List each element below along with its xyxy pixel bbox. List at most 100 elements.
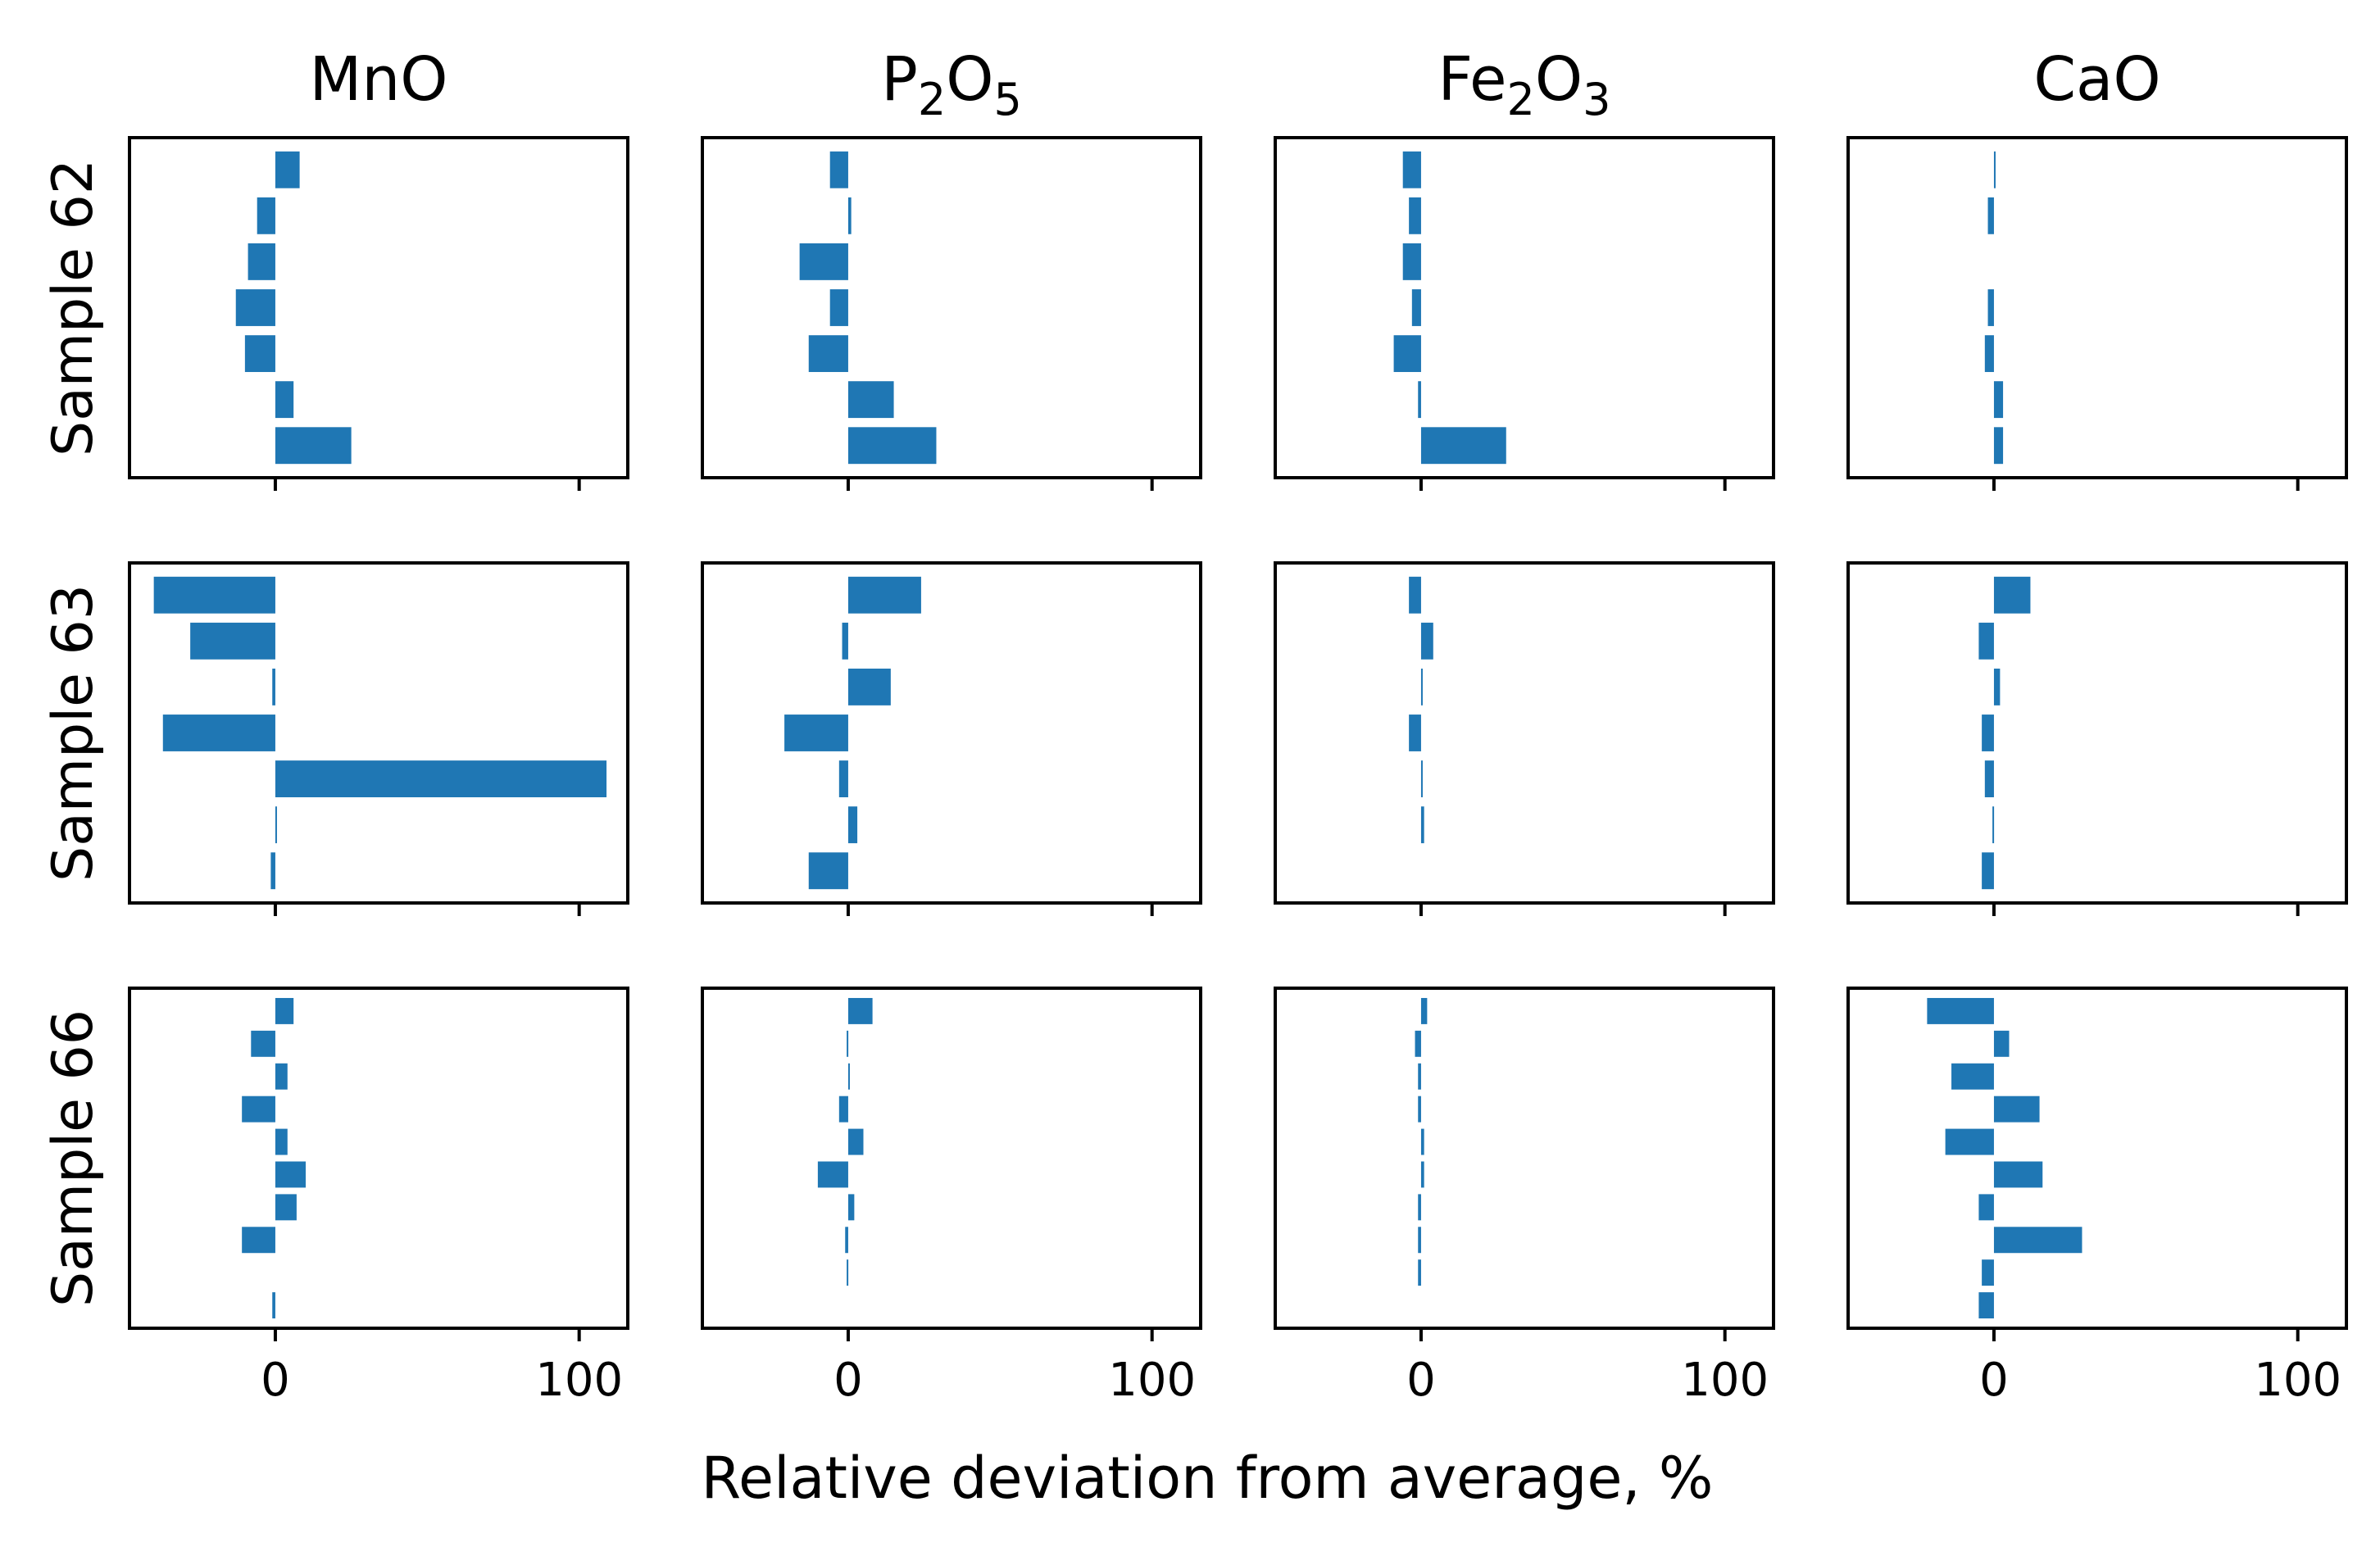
- panel-frame: [701, 561, 1202, 905]
- bar: [270, 852, 275, 890]
- bar: [275, 1161, 307, 1188]
- bar: [1418, 381, 1421, 419]
- bar: [275, 997, 294, 1024]
- bar: [275, 1128, 288, 1155]
- panel-frame: [128, 987, 629, 1330]
- bar: [1978, 622, 1994, 660]
- bar: [1402, 243, 1421, 280]
- panel-sample-62-cao: [1846, 136, 2348, 491]
- bar: [275, 381, 294, 419]
- bar: [1418, 1194, 1421, 1221]
- bar: [242, 1227, 275, 1254]
- panel-frame: [701, 136, 1202, 479]
- bar: [1418, 1096, 1421, 1123]
- bar: [1993, 668, 2001, 705]
- bar: [248, 243, 275, 280]
- panel-sample-63-mno: [128, 561, 629, 916]
- x-tick-label: 0: [833, 1354, 863, 1407]
- panel-sample-62-mno: [128, 136, 629, 491]
- panel-frame: [1274, 987, 1775, 1330]
- panel-sample-63-fe2o3: [1274, 561, 1775, 916]
- bar: [1982, 852, 1994, 890]
- panel-sample-63-p2o5: [701, 561, 1202, 916]
- bar: [808, 335, 848, 373]
- bar: [1993, 151, 1996, 188]
- panel-sample-62-fe2o3: [1274, 136, 1775, 491]
- bar: [272, 1292, 275, 1319]
- panel-sample-66-mno: 0 100: [128, 987, 629, 1407]
- bar: [275, 1063, 288, 1090]
- bar: [847, 997, 873, 1024]
- bar: [1409, 576, 1421, 614]
- x-tick-label: 100: [2254, 1354, 2341, 1407]
- bar: [1393, 335, 1421, 373]
- bar: [1993, 381, 2004, 419]
- bar: [1409, 715, 1421, 751]
- bar: [275, 151, 300, 188]
- bar: [808, 852, 848, 890]
- bar: [1418, 1063, 1421, 1090]
- bar: [1978, 1194, 1994, 1221]
- bar: [847, 806, 858, 844]
- bar: [847, 1259, 849, 1286]
- bar: [1420, 806, 1424, 844]
- bar: [847, 1063, 850, 1090]
- bar: [845, 1227, 848, 1254]
- bar: [829, 151, 848, 188]
- bar: [1992, 806, 1995, 844]
- bar: [1420, 1161, 1424, 1188]
- bar: [1982, 1259, 1994, 1286]
- bar: [842, 622, 848, 660]
- bar: [1420, 622, 1433, 660]
- bar: [1993, 1161, 2043, 1188]
- bar: [1951, 1063, 1994, 1090]
- bar: [1420, 997, 1428, 1024]
- x-axis-label: Relative deviation from average, %: [702, 1445, 1714, 1512]
- bar: [1993, 1227, 2082, 1254]
- bar: [847, 1194, 855, 1221]
- bar: [190, 622, 275, 660]
- bar: [847, 197, 852, 234]
- column-title-cao: CaO: [2033, 44, 2160, 115]
- bar: [847, 1128, 864, 1155]
- row-label-sample-62: Sample 62: [41, 159, 106, 456]
- bar: [1984, 760, 1994, 798]
- panel-sample-62-p2o5: [701, 136, 1202, 491]
- bar: [817, 1161, 848, 1188]
- bar: [847, 576, 921, 614]
- bar: [275, 806, 277, 844]
- bar: [1415, 1030, 1421, 1057]
- bar: [1984, 335, 1994, 373]
- bar: [1927, 997, 1994, 1024]
- bar: [1418, 1227, 1421, 1254]
- bar: [275, 427, 352, 465]
- bar: [275, 1194, 297, 1221]
- panel-frame: [1274, 561, 1775, 905]
- bar: [257, 197, 275, 234]
- bar: [847, 1030, 849, 1057]
- bar: [251, 1030, 275, 1057]
- panel-frame: [701, 987, 1202, 1330]
- bar: [1987, 289, 1994, 326]
- bar: [847, 668, 891, 705]
- panel-frame: [1846, 136, 2348, 479]
- bar: [1409, 197, 1421, 234]
- bar: [153, 576, 275, 614]
- plot-grid: MnO P2O5 Fe2O3 CaO Sample 62 Sample 63 Sample …: [41, 44, 2348, 1407]
- panel-frame: [1846, 987, 2348, 1330]
- bar: [1411, 289, 1421, 326]
- bar: [829, 289, 848, 326]
- panel-sample-66-p2o5: 0 100: [701, 987, 1202, 1407]
- bar: [235, 289, 275, 326]
- bar: [162, 715, 275, 751]
- bar: [1982, 715, 1994, 751]
- panel-sample-66-cao: 0 100: [1846, 987, 2348, 1407]
- x-tick-label: 0: [1406, 1354, 1436, 1407]
- bar: [244, 335, 275, 373]
- panel-frame: [128, 136, 629, 479]
- bar: [1978, 1292, 1994, 1319]
- bar: [275, 760, 607, 798]
- column-title-mno: MnO: [310, 44, 448, 115]
- x-tick-label: 100: [1108, 1354, 1196, 1407]
- column-title-fe2o3: Fe2O3: [1438, 44, 1610, 125]
